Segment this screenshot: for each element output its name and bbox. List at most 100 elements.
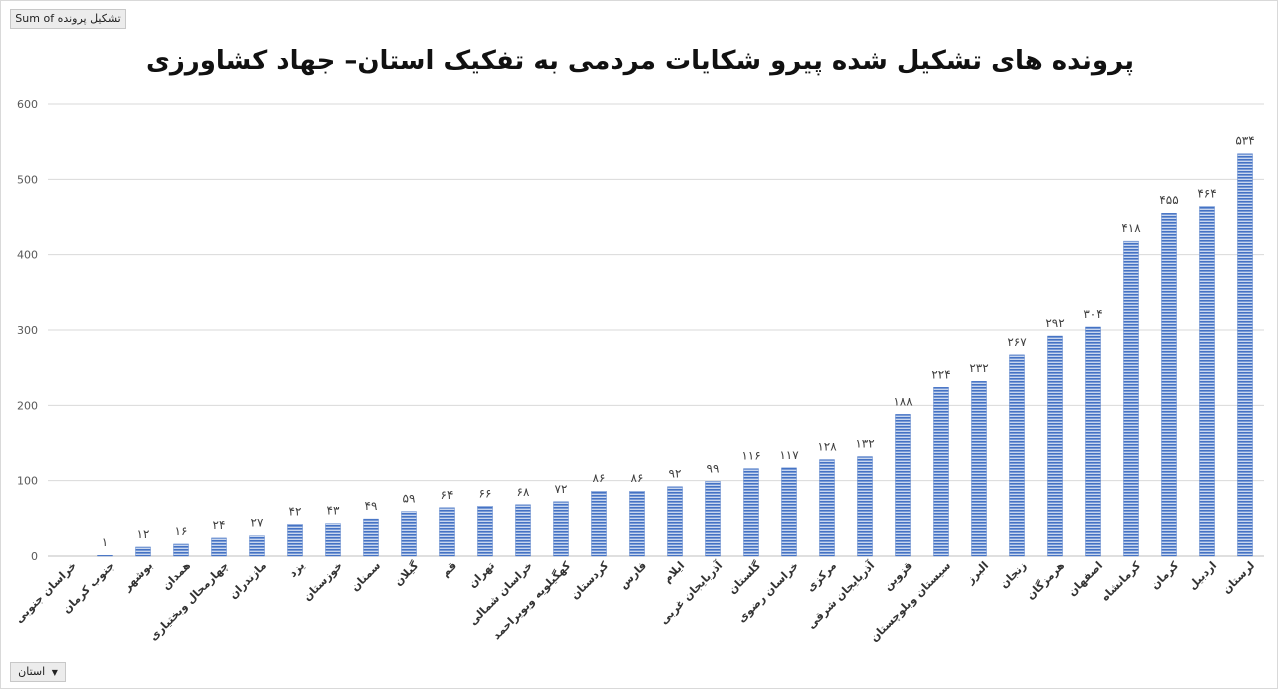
data-label: ۸۶ [631,471,644,485]
bar [515,504,531,557]
data-label: ۴۱۸ [1121,221,1141,235]
bar [477,506,493,557]
bar [363,518,379,557]
bar [819,459,835,557]
bar [857,456,873,557]
x-tick-label: گیلان [392,559,422,589]
x-tick-label: زنجان [997,559,1029,591]
x-tick-label: کرمان [1148,559,1181,592]
bar [705,481,721,557]
x-tick-label: سمنان [348,559,383,594]
bar [439,507,455,557]
axis-field-label: استان [18,665,46,678]
data-label: ۹۹ [707,461,720,475]
x-tick-label: قزوین [881,559,915,593]
data-label: ۲۹۲ [1045,316,1064,330]
data-label: ۶۴ [441,488,454,502]
y-tick-label: 500 [17,173,38,186]
x-tick-label: آذربایجان غربی [656,558,725,627]
bar [1009,354,1025,557]
bar [1047,335,1063,557]
bar [287,524,303,557]
x-tick-label: مازندران [227,559,270,602]
x-tick-label: کرمانشاه [1098,559,1143,604]
x-tick-label: هرمزگان [1024,559,1067,602]
bar [173,543,189,557]
bars [97,153,1253,557]
data-label: ۱۶ [175,524,188,538]
value-field-button[interactable]: Sum of تشکیل پرونده [10,9,126,29]
data-label: ۷۲ [555,482,568,496]
data-label: ۴۳ [327,504,340,518]
x-tick-label: لرستان [1220,559,1257,596]
data-label: ۳۰۴ [1083,307,1102,321]
x-tick-label: خوزستان [301,559,346,604]
data-label: ۱۱۷ [779,448,799,462]
data-label: ۱۱۶ [741,449,760,463]
bar [135,546,151,557]
data-label: ۴۲ [289,504,302,518]
data-label: ۲۳۲ [969,361,988,375]
bar [895,414,911,557]
y-tick-label: 400 [17,249,38,262]
data-label: ۲۴ [213,518,226,532]
y-tick-label: 300 [17,324,38,337]
bar [1237,153,1253,557]
data-label: ۱۲ [137,527,150,541]
x-tick-label: آذربایجان شرقی [804,558,877,631]
chart-title: پرونده های تشکیل شده پیرو شکایات مردمی ب… [145,46,1135,76]
data-label: ۱۳۲ [855,437,874,451]
x-tick-label: البرز [963,559,991,587]
y-tick-label: 600 [17,98,38,111]
data-label: ۶۶ [479,486,492,500]
data-label: ۹۲ [669,467,682,481]
data-label: ۵۳۴ [1235,134,1254,148]
bar [1123,240,1139,557]
x-tick-label: همدان [160,559,194,593]
data-label: ۲۶۷ [1007,335,1027,349]
bar [933,387,949,557]
y-tick-label: 200 [17,399,38,412]
bar [781,467,797,557]
bar [971,381,987,557]
bar [1161,213,1177,557]
data-label: ۲۷ [251,516,264,530]
x-tick-label: گلستان [726,559,764,597]
bar [743,468,759,557]
data-label: ۵۹ [403,492,416,506]
data-label: ۴۹ [365,499,378,513]
x-tick-label: مرکزی [804,559,839,594]
x-tick-label: یزد [286,559,307,580]
x-tick-label: کردستان [568,559,611,602]
bar [401,511,417,557]
bar [211,537,227,557]
y-axis-ticks: 0 100 200 300 400 500 600 [17,98,38,563]
bar [1085,326,1101,557]
y-tick-label: 0 [31,550,38,563]
x-tick-label: فارس [617,559,649,591]
data-label: ۱۲۸ [817,440,837,454]
data-label: ۶۸ [517,485,530,499]
bar [591,491,607,557]
data-label: ۲۲۴ [931,367,950,381]
y-tick-label: 100 [17,475,38,488]
data-label: ۴۶۴ [1197,186,1216,200]
dropdown-arrow-icon: ▼ [51,668,58,677]
gridlines [48,103,1264,557]
x-tick-label: بوشهر [120,559,155,594]
x-tick-label: قم [439,559,459,579]
bar [1199,206,1215,557]
data-label: ۱۸۸ [893,394,913,408]
data-labels: ۱ ۱۲ ۱۶ ۲۴ ۲۷ ۴۲ ۴۳ ۴۹ ۵۹ ۶۴ ۶۶ ۶۸ ۷۲ ۸۶ ۸۶ ۹۲ ۹۹ ۱۱۶ ۱۱۷ ۱… [102,134,1255,550]
data-label: ۴۵۵ [1159,193,1178,207]
data-label: ۱ [102,535,108,549]
x-tick-label: ایلام [661,559,687,585]
bar [249,535,265,557]
bar [553,501,569,557]
x-tick-label: اردبیل [1186,559,1219,592]
bar [667,486,683,557]
axis-field-filter-button[interactable]: استان ▼ [10,662,66,682]
